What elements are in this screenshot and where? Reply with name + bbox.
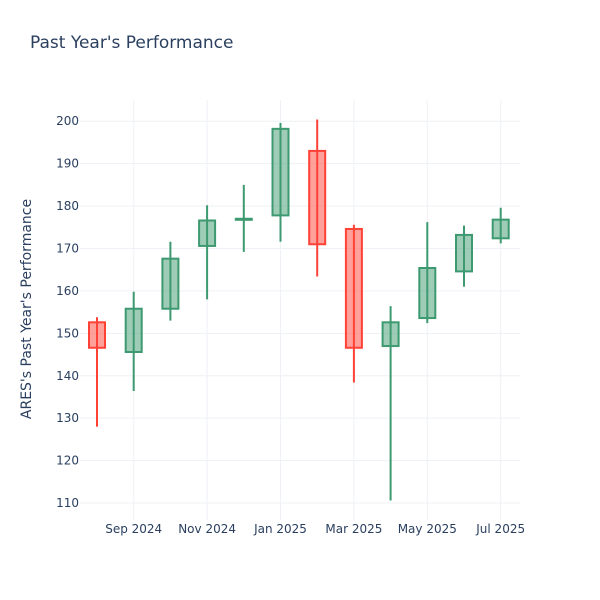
candle-body	[344, 227, 363, 349]
candle-body	[418, 267, 437, 320]
y-tick-label: 190	[56, 157, 79, 171]
candle-body	[271, 127, 290, 217]
candle-body	[234, 217, 253, 221]
candle-body	[308, 149, 327, 246]
y-tick-label: 180	[56, 199, 79, 213]
candle-body	[161, 257, 180, 310]
x-tick-label: Mar 2025	[325, 522, 382, 536]
candle-body	[124, 307, 143, 353]
y-tick-label: 120	[56, 454, 79, 468]
candle-body	[198, 219, 217, 247]
x-tick-label: Sep 2024	[105, 522, 162, 536]
y-tick-label: 140	[56, 369, 79, 383]
y-tick-label: 130	[56, 411, 79, 425]
x-tick-label: Jan 2025	[253, 522, 307, 536]
y-tick-label: 200	[56, 114, 79, 128]
y-tick-label: 170	[56, 241, 79, 255]
x-tick-label: Nov 2024	[178, 522, 236, 536]
x-tick-label: Jul 2025	[475, 522, 525, 536]
candle-body	[455, 233, 473, 273]
candle-body	[491, 218, 510, 240]
candle-body	[381, 321, 400, 348]
y-tick-label: 150	[56, 326, 79, 340]
y-tick-label: 160	[56, 284, 79, 298]
candle-body	[88, 321, 106, 349]
x-tick-label: May 2025	[398, 522, 457, 536]
y-tick-label: 110	[56, 496, 79, 510]
chart-title: Past Year's Performance	[30, 33, 234, 53]
